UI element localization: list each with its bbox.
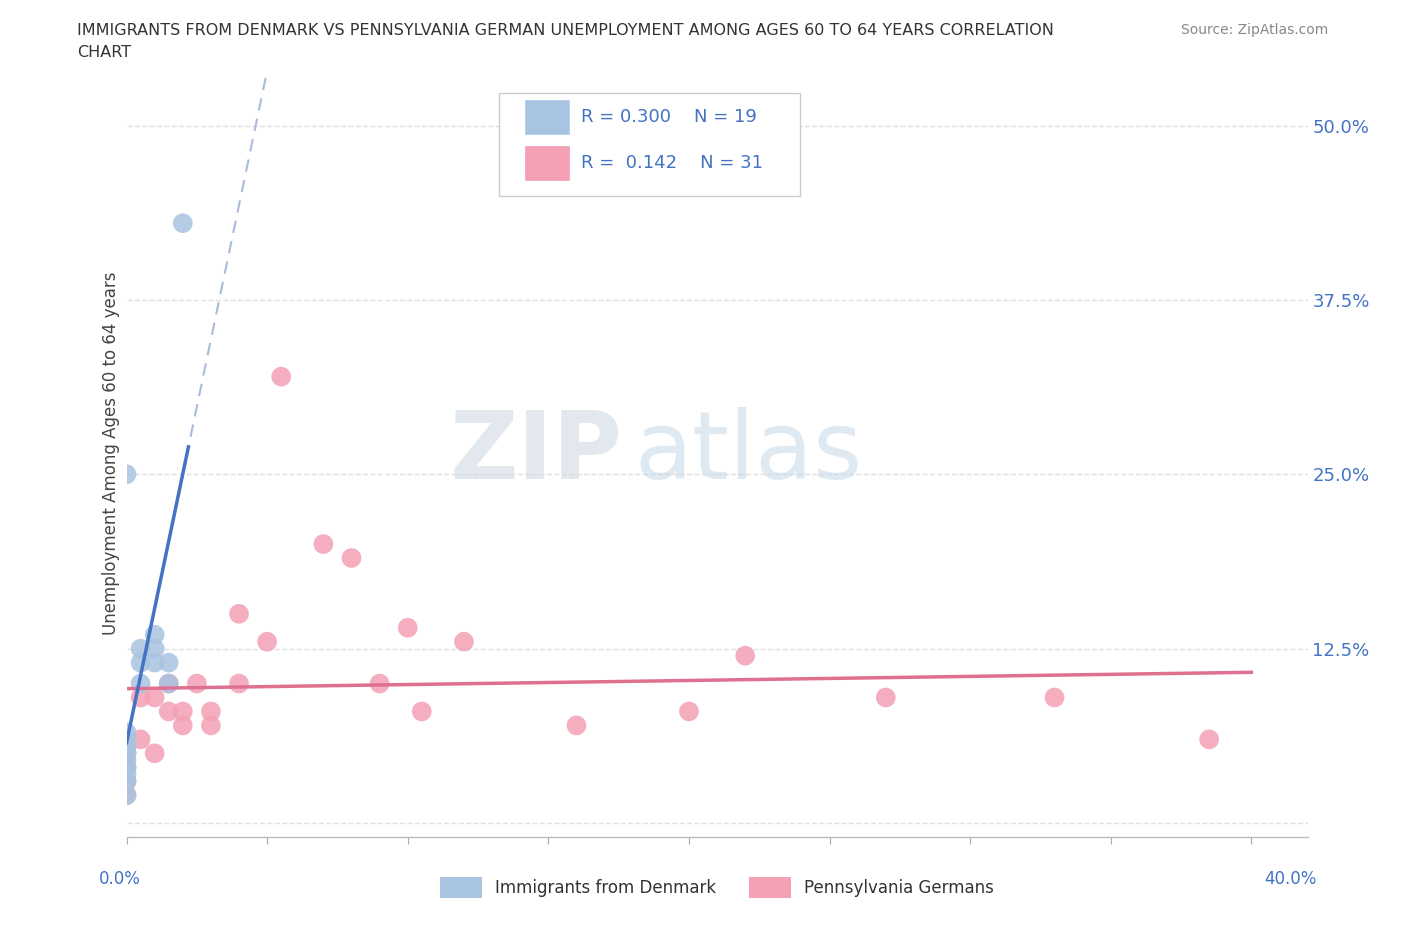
Point xyxy=(312,537,335,551)
Y-axis label: Unemployment Among Ages 60 to 64 years: Unemployment Among Ages 60 to 64 years xyxy=(101,272,120,635)
Point xyxy=(678,704,700,719)
Point xyxy=(115,732,138,747)
Point xyxy=(143,656,166,671)
Point xyxy=(115,746,138,761)
Point xyxy=(172,216,194,231)
Point xyxy=(256,634,278,649)
Point xyxy=(228,606,250,621)
Point xyxy=(565,718,588,733)
Text: Source: ZipAtlas.com: Source: ZipAtlas.com xyxy=(1181,23,1329,37)
Point xyxy=(115,467,138,482)
Text: 0.0%: 0.0% xyxy=(98,870,141,888)
Point xyxy=(157,656,180,671)
Point xyxy=(115,738,138,753)
Point xyxy=(340,551,363,565)
Point xyxy=(1198,732,1220,747)
Point xyxy=(396,620,419,635)
Point xyxy=(453,634,475,649)
Point xyxy=(875,690,897,705)
Point xyxy=(143,628,166,643)
Point xyxy=(115,788,138,803)
Point xyxy=(115,753,138,768)
Text: CHART: CHART xyxy=(77,45,131,60)
Point xyxy=(115,760,138,775)
Point xyxy=(129,732,152,747)
Point xyxy=(157,676,180,691)
Point xyxy=(115,774,138,789)
Point xyxy=(200,718,222,733)
Point xyxy=(115,760,138,775)
Point xyxy=(129,690,152,705)
Text: R = 0.300    N = 19: R = 0.300 N = 19 xyxy=(581,108,756,126)
Text: 40.0%: 40.0% xyxy=(1264,870,1317,888)
Point xyxy=(143,746,166,761)
Point xyxy=(143,690,166,705)
Point xyxy=(186,676,208,691)
Point xyxy=(129,642,152,657)
Point xyxy=(172,704,194,719)
Point xyxy=(115,746,138,761)
FancyBboxPatch shape xyxy=(524,146,569,179)
Point xyxy=(270,369,292,384)
Point xyxy=(129,656,152,671)
FancyBboxPatch shape xyxy=(499,93,800,196)
Point xyxy=(172,718,194,733)
Point xyxy=(368,676,391,691)
Text: atlas: atlas xyxy=(634,407,863,499)
Point xyxy=(411,704,433,719)
Point xyxy=(734,648,756,663)
FancyBboxPatch shape xyxy=(524,100,569,134)
Text: IMMIGRANTS FROM DENMARK VS PENNSYLVANIA GERMAN UNEMPLOYMENT AMONG AGES 60 TO 64 : IMMIGRANTS FROM DENMARK VS PENNSYLVANIA … xyxy=(77,23,1054,38)
Point xyxy=(115,788,138,803)
Point xyxy=(115,725,138,740)
Legend: Immigrants from Denmark, Pennsylvania Germans: Immigrants from Denmark, Pennsylvania Ge… xyxy=(440,877,994,897)
Point xyxy=(157,704,180,719)
Point xyxy=(115,766,138,781)
Point xyxy=(200,704,222,719)
Point xyxy=(1043,690,1066,705)
Point xyxy=(129,676,152,691)
Text: ZIP: ZIP xyxy=(450,407,623,499)
Text: R =  0.142    N = 31: R = 0.142 N = 31 xyxy=(581,154,763,172)
Point xyxy=(228,676,250,691)
Point xyxy=(115,774,138,789)
Point xyxy=(157,676,180,691)
Point xyxy=(143,642,166,657)
